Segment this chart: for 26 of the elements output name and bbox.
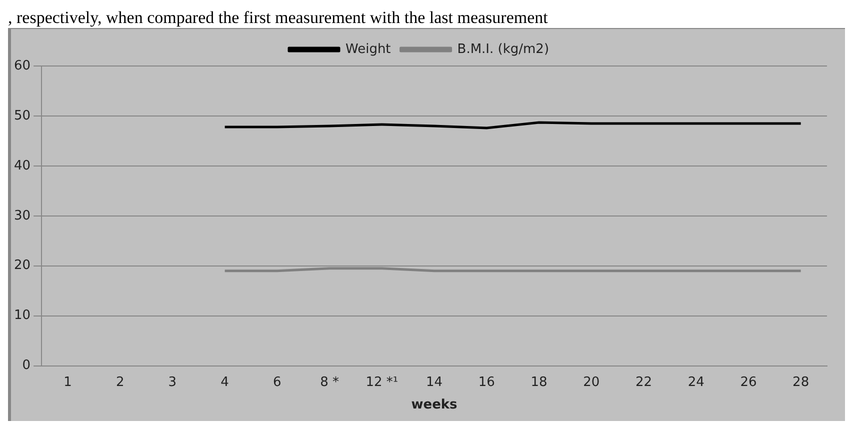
x-tick-label: 22 bbox=[635, 374, 652, 390]
x-tick-label: 8 * bbox=[320, 374, 340, 390]
x-tick-label: 28 bbox=[792, 374, 810, 390]
x-axis-title: weeks bbox=[411, 398, 458, 413]
legend-label: Weight bbox=[345, 42, 391, 57]
y-tick-label: 30 bbox=[14, 208, 31, 224]
y-tick-label: 20 bbox=[14, 258, 31, 274]
y-tick-label: 0 bbox=[22, 358, 31, 374]
y-tick-label: 40 bbox=[14, 158, 31, 174]
x-tick-label: 24 bbox=[688, 374, 704, 390]
y-tick-label: 50 bbox=[14, 108, 31, 124]
legend-label: B.M.I. (kg/m2) bbox=[457, 42, 550, 57]
x-tick-label: 18 bbox=[530, 374, 548, 390]
x-tick-label: 14 bbox=[426, 374, 443, 390]
x-tick-label: 26 bbox=[740, 374, 757, 390]
x-tick-label: 12 *¹ bbox=[366, 374, 398, 390]
x-tick-label: 4 bbox=[220, 374, 229, 390]
x-tick-label: 1 bbox=[64, 374, 72, 390]
text: , respectively, when compared the first measurement with the last measurement bbox=[8, 8, 549, 28]
y-tick-label: 60 bbox=[14, 58, 31, 74]
x-tick-label: 3 bbox=[168, 374, 177, 390]
x-tick-label: 6 bbox=[273, 374, 282, 390]
x-tick-label: 2 bbox=[116, 374, 124, 390]
x-tick-label: 20 bbox=[583, 374, 600, 390]
y-tick-label: 10 bbox=[14, 308, 31, 324]
x-tick-label: 16 bbox=[478, 374, 495, 390]
